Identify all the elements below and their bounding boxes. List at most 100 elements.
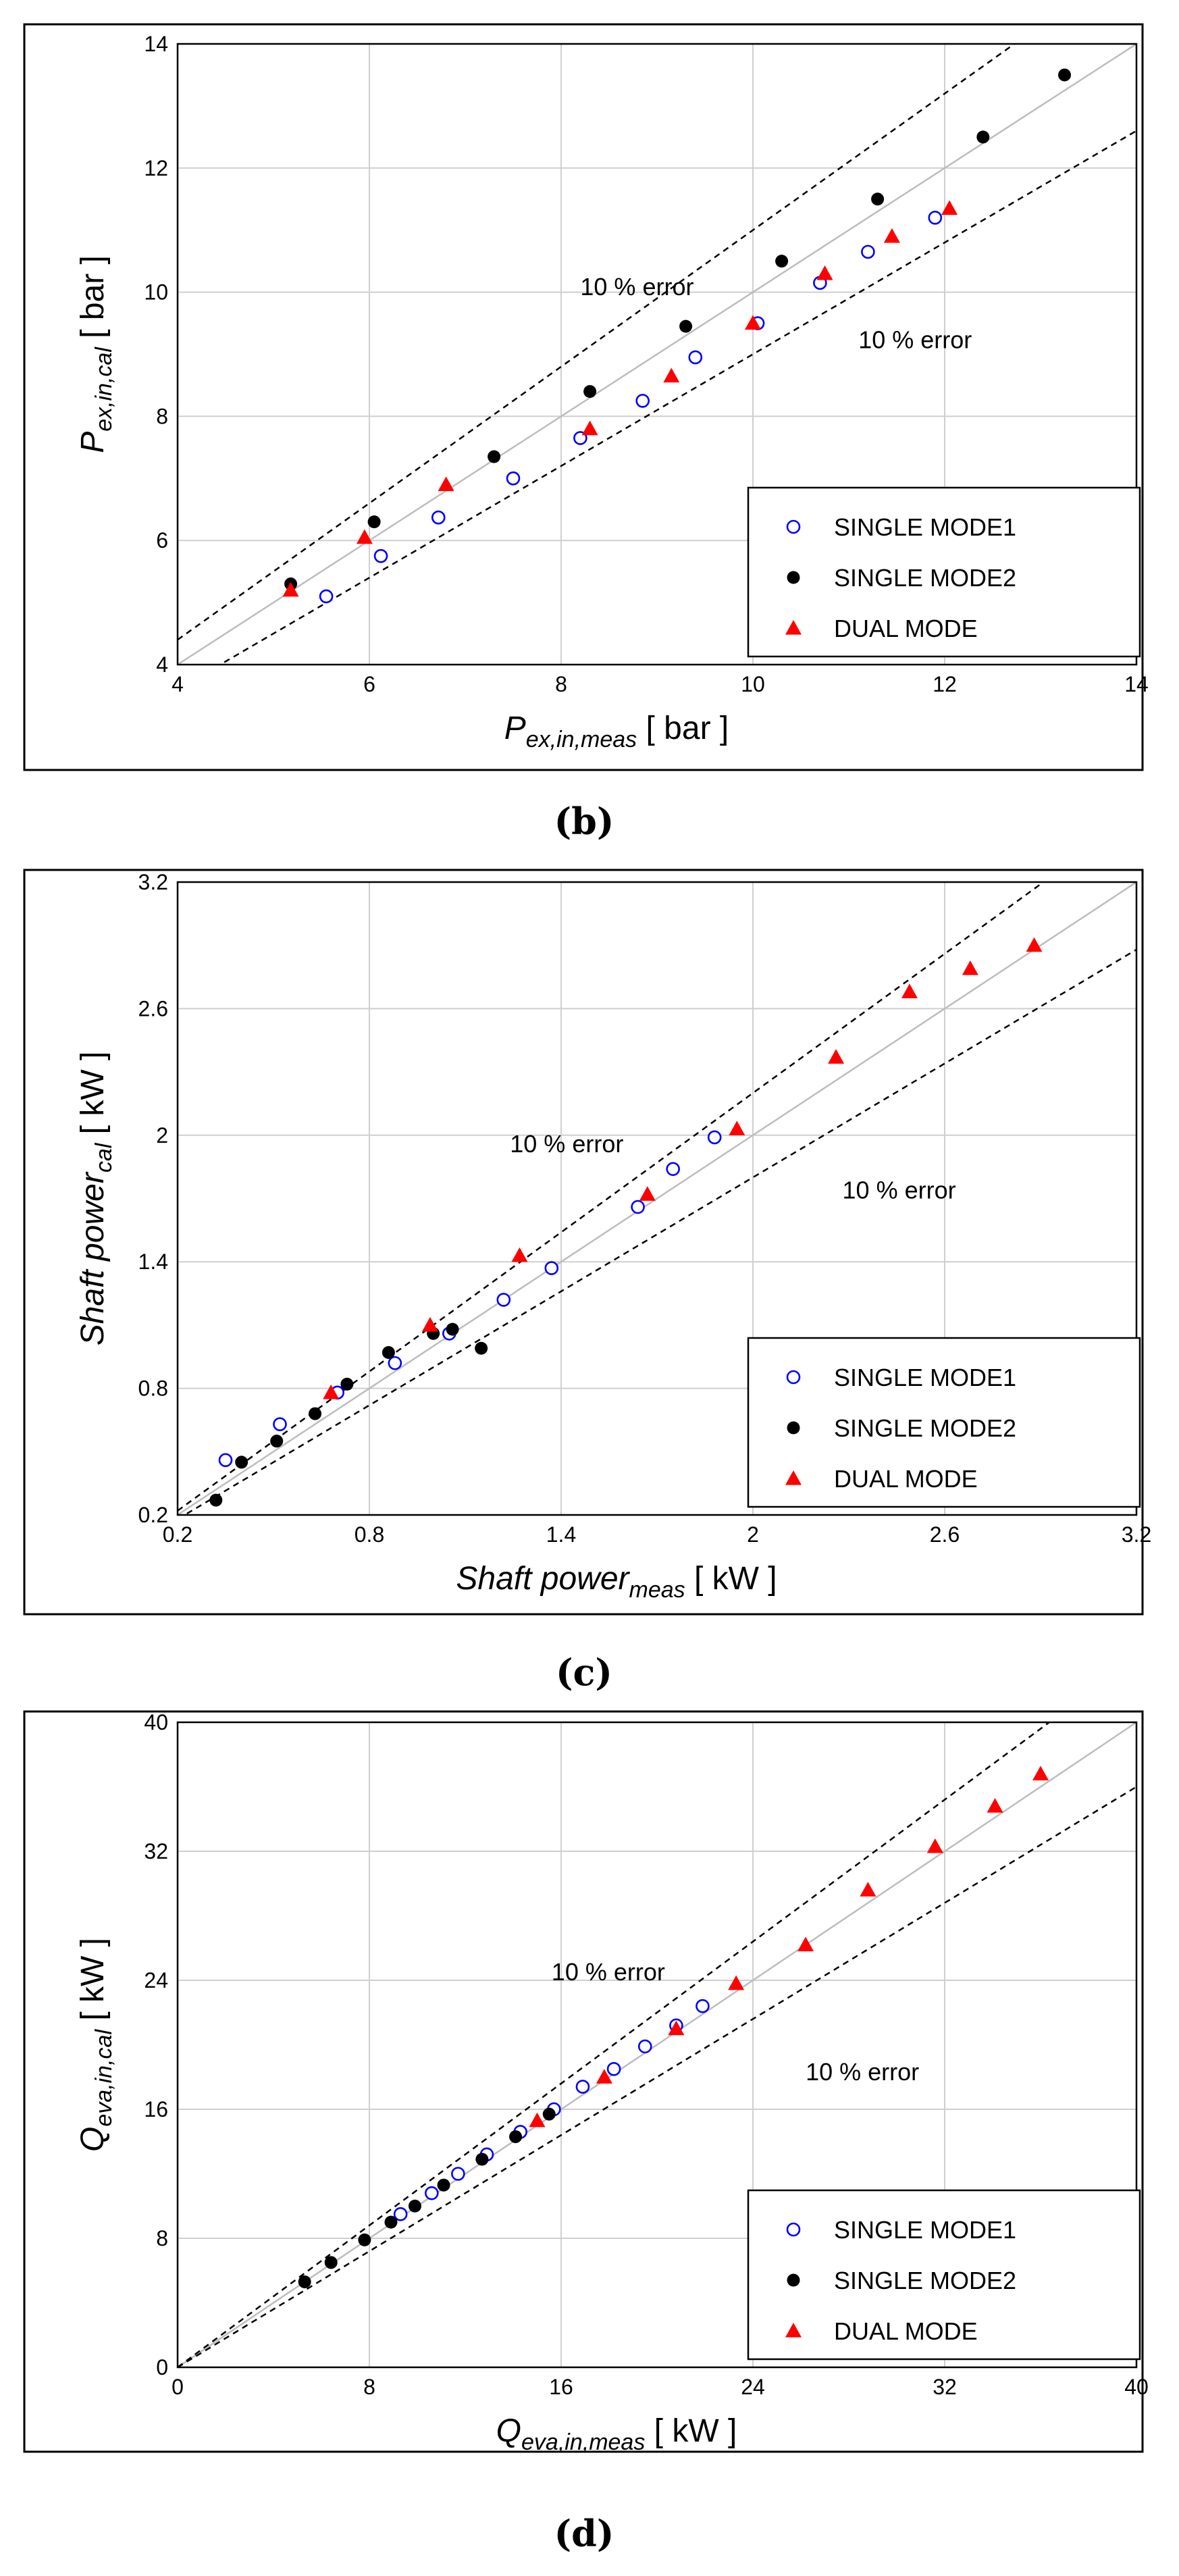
legend-label: SINGLE MODE2 (834, 2267, 1016, 2294)
upper-error-line (178, 44, 1015, 641)
data-point (631, 1200, 645, 1214)
error-band-annotation: 10 % error (843, 1177, 956, 1204)
x-tick-label: 0 (172, 2375, 184, 2399)
lower-error-line (218, 130, 1136, 665)
data-point (797, 1936, 814, 1952)
upper-error-line (178, 1722, 1050, 2367)
series-dual-mode (282, 200, 958, 597)
plot-area-border (176, 1721, 1138, 2369)
y-tick-label: 1.4 (138, 1250, 168, 1274)
data-point (663, 367, 680, 383)
y-tick-label: 14 (144, 32, 168, 56)
reference-lines (178, 1722, 1136, 2367)
y-tick-label: 10 (144, 280, 168, 305)
y-axis-label: Pex,in,cal [ bar ] (75, 255, 117, 453)
data-point (729, 1120, 745, 1136)
data-point (1026, 937, 1043, 952)
data-point (367, 515, 381, 529)
data-point (871, 192, 885, 206)
data-point (270, 1435, 284, 1448)
legend: SINGLE MODE1 SINGLE MODE2 DUAL MODE (747, 486, 1141, 658)
y-tick-label: 8 (156, 404, 168, 428)
data-point (775, 255, 789, 268)
x-axis-label: Pex,in,meas [ bar ] (504, 711, 729, 752)
x-tick-label: 24 (741, 2375, 765, 2399)
data-point (1058, 68, 1071, 82)
data-point (511, 1247, 528, 1262)
x-tick-label: 2.6 (930, 1522, 960, 1547)
x-tick-label: 0.8 (355, 1522, 384, 1547)
y-tick-label: 8 (156, 2226, 168, 2250)
data-point (583, 385, 597, 398)
data-point (438, 476, 454, 492)
error-band-annotation: 10 % error (580, 273, 693, 301)
data-point (581, 420, 598, 436)
data-point (393, 2207, 408, 2221)
x-tick-label: 32 (933, 2375, 957, 2399)
legend: SINGLE MODE1 SINGLE MODE2 DUAL MODE (747, 1337, 1141, 1508)
x-tick-label: 8 (363, 2375, 375, 2399)
y-tick-label: 24 (144, 1968, 168, 1992)
y-tick-label: 0 (156, 2355, 168, 2379)
figure-frame (23, 869, 1144, 1616)
x-tick-label: 12 (933, 672, 957, 696)
data-point (928, 211, 943, 225)
lower-error-line (178, 1786, 1136, 2367)
data-point (424, 2186, 439, 2200)
data-point (1032, 1766, 1049, 1780)
parity-line (178, 1722, 1136, 2367)
x-tick-label: 3.2 (1122, 1522, 1151, 1547)
data-point (637, 2039, 652, 2054)
data-point (544, 1261, 559, 1275)
data-point (635, 394, 650, 408)
x-axis-label-unit: [ bar ] (637, 711, 729, 746)
y-tick-label: 3.2 (138, 870, 168, 894)
y-axis-label-main: Q (75, 2127, 111, 2152)
legend-marker (786, 2222, 801, 2237)
data-point (235, 1456, 248, 1469)
data-point (421, 1316, 438, 1332)
x-axis-label-subscript: meas (629, 1577, 685, 1603)
x-tick-label: 6 (363, 672, 375, 696)
series-dual-mode (529, 1766, 1049, 2128)
data-point (282, 582, 299, 597)
data-point (218, 1453, 233, 1468)
reference-lines (178, 44, 1136, 665)
y-axis-label: Shaft powercal [ kW ] (75, 1052, 117, 1346)
series-single-mode2 (209, 1322, 488, 1507)
data-point (941, 200, 958, 215)
x-axis-label-subscript: eva,in,meas (521, 2429, 645, 2455)
data-point (529, 2112, 546, 2128)
data-point (860, 1882, 876, 1897)
data-point (446, 1322, 459, 1336)
data-point (926, 1838, 943, 1853)
y-tick-label: 4 (156, 652, 168, 677)
y-tick-label: 12 (144, 156, 168, 180)
data-point (323, 1384, 340, 1399)
figure-frame (23, 23, 1144, 771)
upper-error-line (178, 882, 1045, 1512)
panel-label: (c) (556, 1651, 612, 1694)
data-point (373, 548, 388, 563)
data-point (273, 1417, 287, 1431)
error-band-annotation: 10 % error (858, 326, 972, 353)
legend-label: SINGLE MODE1 (834, 2216, 1016, 2244)
x-tick-label: 1.4 (546, 1522, 576, 1547)
x-tick-label: 8 (555, 672, 567, 696)
legend-label: DUAL MODE (834, 615, 978, 642)
data-point (388, 1356, 402, 1370)
legend-marker (787, 571, 800, 584)
data-point (688, 350, 703, 365)
data-point (883, 228, 900, 243)
x-tick-label: 16 (549, 2375, 573, 2399)
legend-label: SINGLE MODE2 (834, 1414, 1016, 1442)
data-point (861, 244, 875, 259)
legend-marker (785, 1470, 802, 1485)
legend-label: DUAL MODE (834, 2317, 978, 2345)
data-point (987, 1798, 1003, 1813)
x-axis-label: Shaft powermeas [ kW ] (456, 1561, 777, 1603)
y-tick-label: 0.2 (138, 1503, 168, 1527)
data-point (596, 2069, 612, 2084)
